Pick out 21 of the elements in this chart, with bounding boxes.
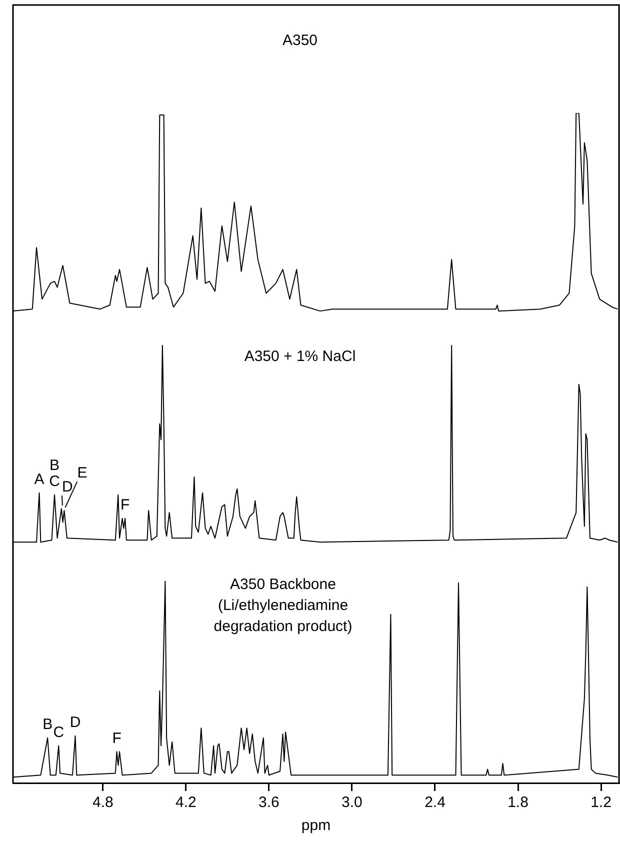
annotation: D [70,714,81,732]
x-tick-label: 4.8 [92,794,114,812]
x-tick-label: 3.0 [342,794,362,812]
annotation: F [120,496,130,514]
annotation: C [53,724,64,741]
annotation: D [62,478,74,496]
annotation: F [112,730,122,747]
chart-title: A350 + 1% NaCl [244,347,356,367]
annotation: A [34,470,44,488]
annotation: B [50,456,60,474]
x-tick-label: 1.2 [590,794,612,812]
x-tick-label: 4.2 [176,794,196,812]
x-tick-label: 1.8 [508,794,528,812]
x-tick-label: 2.4 [424,794,446,812]
annotation: E [77,464,88,482]
annotation: C [49,472,60,490]
annotation: B [42,716,53,734]
chart-title: A350 [282,31,318,51]
x-axis-title: ppm [301,817,331,834]
text: A350 Backbone (Li/ethylenediamine degradation product) [214,575,352,637]
x-tick-label: 3.6 [258,794,280,812]
